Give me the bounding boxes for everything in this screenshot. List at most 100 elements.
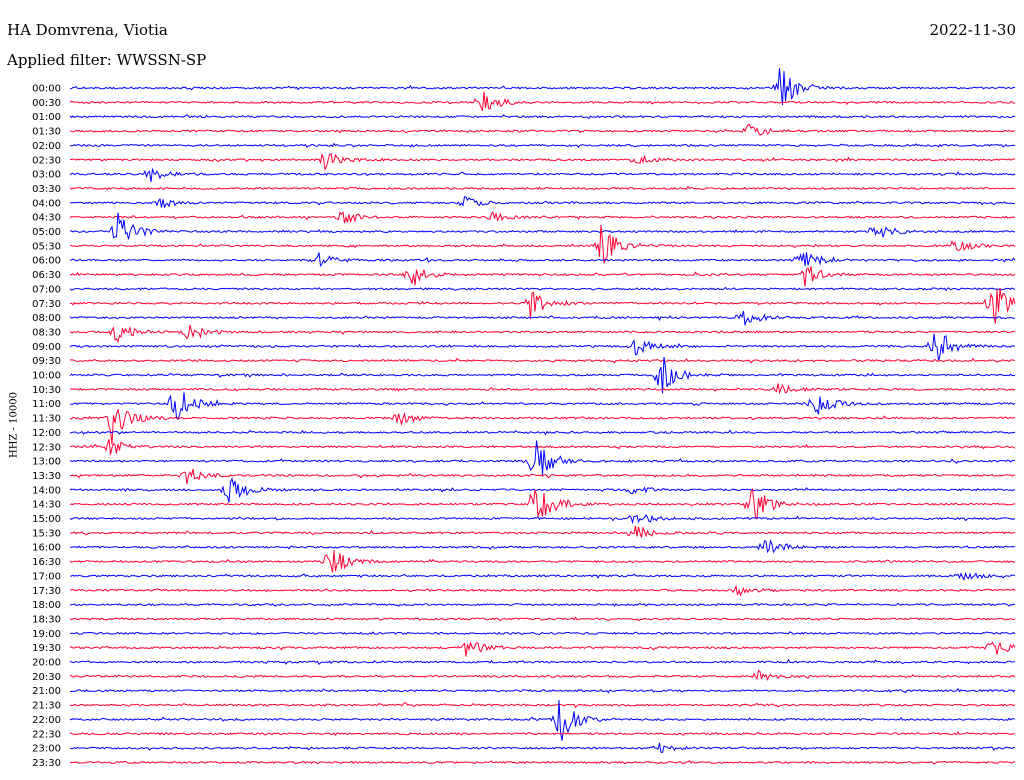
time-tick-label: 00:00 [32,84,61,95]
trace-0200-blue [69,142,1016,149]
trace-0530-red [69,224,1016,264]
trace-1100-blue [69,392,1016,421]
trace-1900-blue [69,631,1016,636]
time-tick-label: 23:30 [32,758,61,769]
trace-2330-red [69,760,1016,765]
time-tick-label: 07:30 [32,299,61,310]
trace-2030-red [69,669,1016,681]
trace-1000-blue [69,356,1016,394]
time-tick-label: 17:30 [32,586,61,597]
trace-0630-red [69,266,1016,287]
trace-1630-red [69,550,1016,573]
trace-1830-red [69,616,1016,622]
trace-0130-red [69,123,1016,136]
trace-0400-blue [69,196,1016,209]
trace-1030-red [69,383,1016,395]
time-tick-label: 09:00 [32,342,61,353]
trace-1530-red [69,525,1016,538]
time-tick-label: 22:00 [32,715,61,726]
time-tick-label: 03:00 [32,170,61,181]
trace-1730-red [69,584,1016,597]
time-tick-label: 13:00 [32,457,61,468]
trace-0700-blue [69,286,1016,292]
time-tick-label: 18:30 [32,614,61,625]
time-tick-label: 12:00 [32,428,61,439]
date-label: 2022-11-30 [929,21,1016,39]
trace-2200-blue [69,700,1016,741]
time-tick-label: 02:00 [32,141,61,152]
time-tick-label: 01:30 [32,127,61,138]
time-tick-label: 02:30 [32,155,61,166]
time-tick-label: 15:30 [32,528,61,539]
trace-2000-blue [69,658,1016,665]
time-tick-label: 21:00 [32,686,61,697]
time-tick-label: 13:30 [32,471,61,482]
time-tick-label: 23:00 [32,744,61,755]
time-tick-label: 11:30 [32,414,61,425]
trace-2300-blue [69,742,1016,753]
time-tick-label: 06:00 [32,256,61,267]
trace-0100-blue [69,114,1016,120]
time-tick-label: 10:30 [32,385,61,396]
time-tick-label: 15:00 [32,514,61,525]
time-tick-label: 07:00 [32,284,61,295]
time-tick-label: 01:00 [32,112,61,123]
time-tick-label: 03:30 [32,184,61,195]
time-tick-label: 22:30 [32,729,61,740]
time-tick-label: 04:00 [32,198,61,209]
time-tick-label: 14:00 [32,485,61,496]
trace-2230-red [69,731,1016,736]
trace-1930-red [69,640,1016,657]
trace-2130-red [70,702,1016,709]
trace-1400-blue [69,477,1016,503]
time-tick-label: 20:00 [32,658,61,669]
time-tick-label: 16:00 [32,543,61,554]
trace-0730-red [69,288,1016,324]
time-tick-label: 05:00 [32,227,61,238]
trace-1430-red [69,487,1016,520]
time-tick-label: 18:00 [32,600,61,611]
time-tick-label: 00:30 [32,98,61,109]
time-tick-label: 19:30 [32,643,61,654]
trace-1130-red [70,409,1016,445]
time-tick-label: 11:00 [32,399,61,410]
time-tick-label: 16:30 [32,557,61,568]
trace-0800-blue [69,310,1016,326]
trace-2100-blue [69,687,1016,694]
time-tick-label: 09:30 [32,356,61,367]
trace-0330-red [69,185,1016,191]
trace-0030-red [69,91,1016,112]
trace-1500-blue [69,514,1016,525]
trace-1300-blue [69,440,1016,475]
time-tick-label: 08:00 [32,313,61,324]
time-tick-label: 17:00 [32,571,61,582]
time-tick-label: 05:30 [32,241,61,252]
filter-label: Applied filter: WWSSN-SP [7,51,207,69]
traces-group [69,68,1016,765]
time-tick-label: 10:00 [32,371,61,382]
trace-0830-red [69,324,1016,344]
trace-1600-blue [69,539,1015,554]
trace-0600-blue [69,252,1016,268]
trace-1800-blue [69,602,1016,607]
trace-0430-red [69,211,1016,224]
trace-1330-red [69,468,1016,485]
trace-0000-blue [69,68,1016,106]
time-ticks-group: 00:00 00:30 01:00 01:30 02:00 02:30 03:00 03:30… [32,84,61,769]
time-tick-label: 21:30 [32,701,61,712]
trace-1200-blue [70,429,1016,436]
trace-1700-blue [69,571,1016,581]
time-tick-label: 04:30 [32,213,61,224]
time-tick-label: 06:30 [32,270,61,281]
time-tick-label: 19:00 [32,629,61,640]
time-tick-label: 20:30 [32,672,61,683]
time-tick-label: 12:30 [32,442,61,453]
trace-0930-red [69,357,1016,364]
trace-0900-blue [69,333,1016,362]
station-title: HA Domvrena, Viotia [7,21,168,39]
time-tick-label: 14:30 [32,500,61,511]
trace-0230-red [69,152,1015,171]
trace-0500-blue [69,212,1016,240]
time-tick-label: 08:30 [32,327,61,338]
